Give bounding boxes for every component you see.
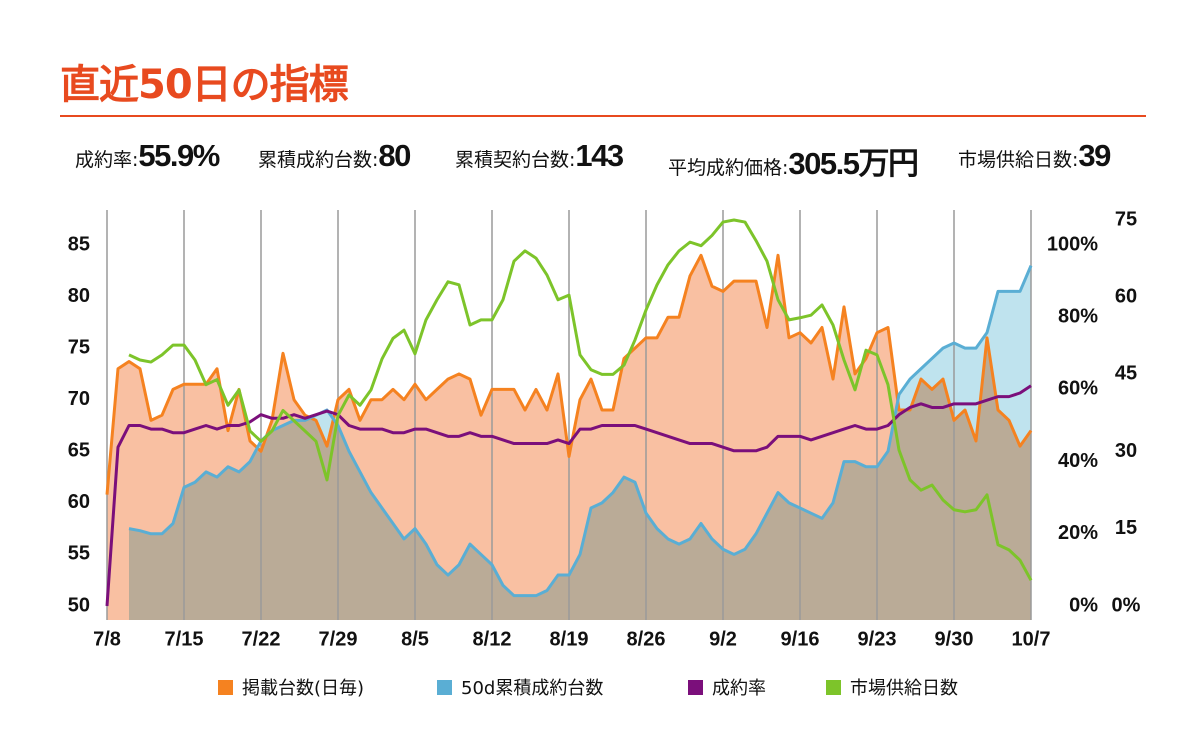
y2-tick-label: 60%	[1058, 378, 1098, 400]
x-tick-label: 7/15	[165, 628, 204, 650]
y-tick-label: 50	[68, 594, 90, 616]
y-tick-label: 65	[68, 440, 90, 462]
title-rule	[60, 115, 1146, 117]
y-tick-label: 80	[68, 285, 90, 307]
y3-tick-label: 0%	[1112, 594, 1141, 616]
stat: 成約率:55.9%	[75, 138, 220, 174]
y-tick-label: 75	[68, 336, 90, 358]
stat: 累積成約台数:80	[258, 138, 411, 174]
y2-tick-label: 80%	[1058, 305, 1098, 327]
stat: 平均成約価格:305.5万円	[668, 138, 919, 183]
x-tick-label: 7/29	[319, 628, 358, 650]
x-tick-label: 8/26	[627, 628, 666, 650]
stat-value: 143	[575, 138, 624, 173]
x-tick-label: 9/23	[858, 628, 897, 650]
y-tick-label: 70	[68, 388, 90, 410]
series-line	[128, 265, 1033, 598]
x-tick-label: 9/30	[935, 628, 974, 650]
stat-label: 平均成約価格:	[668, 157, 789, 179]
y2-tick-label: 0%	[1069, 594, 1098, 616]
y2-tick-label: 20%	[1058, 522, 1098, 544]
stat-value: 39	[1078, 138, 1111, 173]
x-tick-label: 8/12	[473, 628, 512, 650]
x-tick-label: 9/16	[781, 628, 820, 650]
y3-tick-label: 15	[1115, 517, 1137, 539]
legend-swatch	[218, 680, 233, 695]
legend-label: 市場供給日数	[850, 678, 958, 699]
x-tick-label: 7/22	[242, 628, 281, 650]
y-tick-label: 60	[68, 491, 90, 513]
stat-label: 累積契約台数:	[455, 149, 576, 171]
y2-tick-label: 100%	[1047, 233, 1098, 255]
y2-tick-label: 40%	[1058, 450, 1098, 472]
legend-swatch	[826, 680, 841, 695]
y-tick-label: 85	[68, 233, 90, 255]
series-line	[105, 253, 1033, 495]
stat-value: 80	[378, 138, 411, 173]
legend-label: 成約率	[712, 678, 766, 699]
stat: 累積契約台数:143	[455, 138, 624, 174]
y3-tick-label: 75	[1115, 208, 1137, 230]
series-area	[129, 265, 1031, 620]
stat-label: 市場供給日数:	[958, 149, 1079, 171]
stat-value: 55.9%	[138, 138, 220, 173]
x-tick-label: 10/7	[1012, 628, 1051, 650]
legend-label: 50d累積成約台数	[461, 678, 603, 699]
legend-swatch	[688, 680, 703, 695]
y-tick-label: 55	[68, 543, 90, 565]
y3-tick-label: 60	[1115, 285, 1137, 307]
x-tick-label: 8/19	[550, 628, 589, 650]
page-title: 直近50日の指標	[60, 62, 349, 108]
stat-label: 成約率:	[75, 149, 139, 171]
legend-swatch	[437, 680, 452, 695]
x-tick-label: 9/2	[709, 628, 737, 650]
series-line	[105, 384, 1032, 607]
x-tick-label: 8/5	[401, 628, 429, 650]
stat-value: 305.5万円	[788, 146, 919, 181]
y3-tick-label: 45	[1115, 363, 1137, 385]
legend-label: 掲載台数(日毎)	[242, 678, 364, 699]
stat: 市場供給日数:39	[958, 138, 1111, 174]
stat-label: 累積成約台数:	[258, 149, 379, 171]
y3-tick-label: 30	[1115, 440, 1137, 462]
series-line	[128, 218, 1033, 581]
x-tick-label: 7/8	[93, 628, 121, 650]
